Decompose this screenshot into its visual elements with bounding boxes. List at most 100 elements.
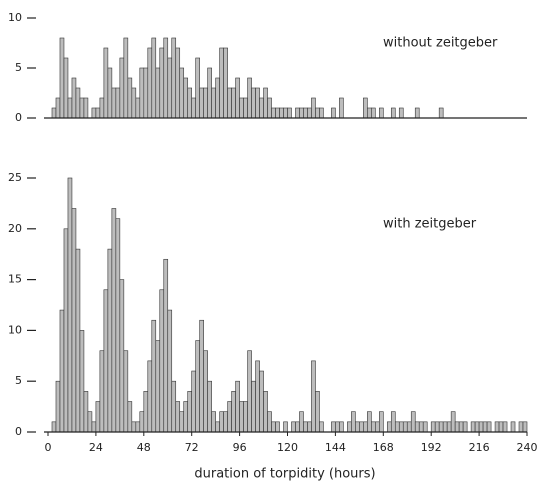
bar — [315, 391, 320, 433]
bar — [83, 97, 89, 119]
bar — [219, 47, 224, 119]
bar — [219, 411, 224, 433]
bar — [151, 319, 157, 433]
bar — [95, 401, 101, 433]
bar — [183, 77, 189, 119]
bar — [450, 411, 456, 433]
bar — [398, 421, 404, 433]
x-tick-label: 240 — [517, 441, 537, 454]
bar — [311, 360, 316, 433]
bar — [474, 421, 480, 433]
bar — [235, 380, 240, 433]
bar — [390, 107, 396, 119]
bar — [331, 421, 336, 433]
bar — [259, 97, 264, 119]
bar — [319, 107, 324, 119]
bar — [127, 401, 133, 433]
bar — [143, 391, 149, 433]
bar — [195, 340, 200, 433]
bar — [438, 107, 444, 119]
bar — [163, 258, 169, 433]
bar — [379, 107, 384, 119]
bar — [299, 411, 304, 433]
y-tick-label: 0 — [15, 111, 22, 124]
bar — [283, 107, 288, 119]
bar — [239, 97, 244, 119]
bar — [215, 421, 220, 433]
bar — [111, 87, 117, 119]
bar — [119, 57, 125, 119]
bar — [263, 87, 268, 119]
bar — [406, 421, 412, 433]
bar — [91, 421, 97, 433]
bar — [51, 107, 57, 119]
bar — [191, 370, 196, 433]
bar — [462, 421, 468, 433]
bar — [187, 87, 192, 119]
x-tick-label: 48 — [137, 441, 151, 454]
y-tick-label: 15 — [8, 273, 22, 286]
bar — [303, 107, 308, 119]
y-tick-label: 0 — [15, 425, 22, 438]
bar — [127, 77, 133, 119]
bar — [339, 421, 344, 433]
bar — [107, 67, 113, 119]
bar — [355, 421, 360, 433]
bar — [422, 421, 428, 433]
bar — [75, 87, 81, 119]
bar — [179, 411, 185, 433]
bar — [434, 421, 440, 433]
bar — [163, 37, 169, 119]
bar — [390, 411, 396, 433]
bar — [359, 421, 364, 433]
bar — [339, 97, 344, 119]
bar — [482, 421, 488, 433]
bar — [211, 87, 216, 119]
annotation: without zeitgeber — [383, 36, 498, 51]
bar — [247, 77, 252, 119]
bar — [211, 411, 216, 433]
bar — [438, 421, 444, 433]
bar — [247, 350, 252, 433]
bar — [510, 421, 516, 433]
bar — [83, 391, 89, 433]
bar — [79, 97, 85, 119]
bar — [307, 107, 312, 119]
bar — [207, 67, 212, 119]
bar — [67, 97, 73, 119]
bar — [103, 47, 109, 119]
bar — [175, 401, 181, 433]
bar — [418, 421, 424, 433]
bar — [155, 67, 161, 119]
bar — [371, 421, 376, 433]
bar — [115, 87, 121, 119]
bar — [386, 421, 392, 433]
bar — [430, 421, 436, 433]
bar — [287, 107, 292, 119]
bar — [171, 380, 177, 433]
bar — [315, 107, 320, 119]
bar — [111, 208, 117, 433]
bar — [223, 411, 228, 433]
bar — [143, 67, 149, 119]
x-tick-label: 216 — [469, 441, 490, 454]
bar — [99, 97, 105, 119]
bar — [131, 87, 137, 119]
bar — [147, 360, 153, 433]
bar — [398, 107, 404, 119]
bar — [187, 391, 192, 433]
bar — [203, 87, 208, 119]
bar — [235, 77, 240, 119]
bar — [375, 421, 380, 433]
bar — [291, 421, 296, 433]
bar — [414, 421, 420, 433]
bar — [51, 421, 57, 433]
bar — [91, 107, 97, 119]
bar — [131, 421, 137, 433]
bar — [239, 401, 244, 433]
bar — [167, 57, 173, 119]
bar — [478, 421, 484, 433]
bar — [379, 411, 384, 433]
bar — [183, 401, 189, 433]
bar — [123, 37, 129, 119]
